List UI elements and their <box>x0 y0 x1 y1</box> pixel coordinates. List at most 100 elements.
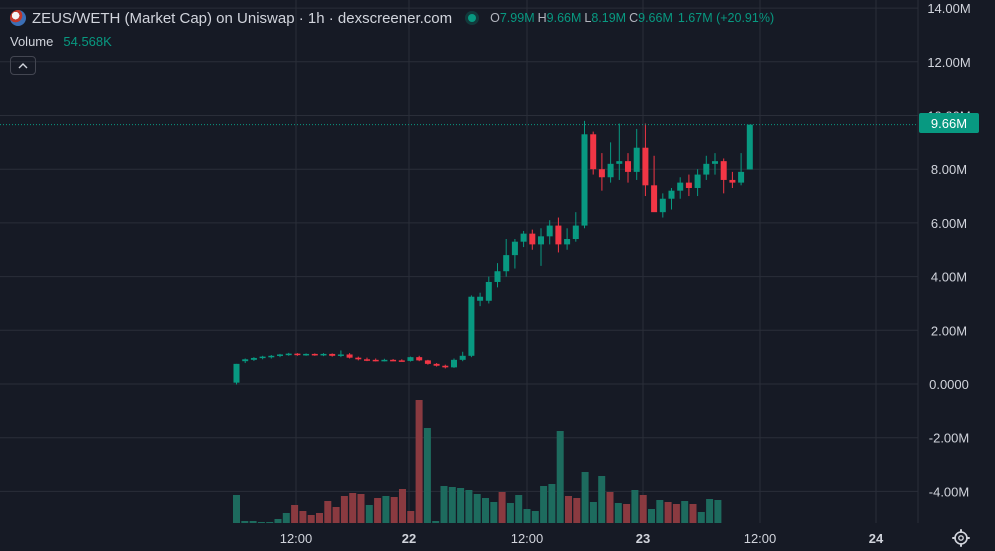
collapse-legend-button[interactable] <box>10 56 36 75</box>
candle-body <box>712 161 718 164</box>
candle-body <box>694 174 701 188</box>
candle-body <box>616 161 623 164</box>
price-tick-label: 0.0000 <box>929 377 969 392</box>
volume-bar <box>697 512 705 523</box>
volume-bar <box>540 486 548 523</box>
chart-title: ZEUS/WETH (Market Cap) on Uniswap · 1h ·… <box>32 9 453 27</box>
time-tick-label: 22 <box>402 531 416 546</box>
candle-body <box>485 281 492 301</box>
candle-body <box>433 363 440 366</box>
volume-bar <box>241 521 249 523</box>
price-tick-label: 12.00M <box>927 55 970 70</box>
volume-bar <box>274 519 282 523</box>
volume-bar <box>598 476 606 523</box>
close-value: 9.66M <box>638 11 673 25</box>
volume-bar <box>423 428 431 523</box>
volume-bar <box>440 486 448 523</box>
volume-bar <box>589 502 597 523</box>
candle-body <box>607 163 614 178</box>
volume-bar <box>257 522 265 523</box>
volume-bar <box>324 501 332 523</box>
candle-body <box>303 353 310 356</box>
candle-body <box>424 360 431 364</box>
candle-body <box>294 353 301 356</box>
candle-body <box>564 239 571 245</box>
candle-body <box>233 363 240 383</box>
volume-bar <box>515 495 523 523</box>
candle-body <box>477 296 484 301</box>
candle-body <box>651 185 658 213</box>
price-tick-label: 6.00M <box>931 216 967 231</box>
volume-bar <box>399 489 406 523</box>
ohlc-readout: O 7.99M H 9.66M L 8.19M C 9.66M 1.67M (+20.9… <box>490 11 774 25</box>
volume-bar <box>266 522 274 523</box>
volume-legend: Volume 54.568K <box>10 34 112 49</box>
volume-bar <box>664 502 672 523</box>
volume-bar <box>382 496 390 523</box>
candle-body <box>703 163 710 175</box>
price-tick-label: 4.00M <box>931 270 967 285</box>
volume-bar <box>282 513 290 523</box>
candle-body <box>538 236 544 245</box>
volume-bar <box>316 513 323 523</box>
volume-bar <box>623 504 631 523</box>
candle-body <box>381 359 388 362</box>
volume-bar <box>365 505 373 523</box>
volume-bar <box>490 502 498 523</box>
candle-body <box>250 357 257 360</box>
candle-body <box>511 241 518 256</box>
volume-bar <box>233 495 240 523</box>
volume-bar <box>299 511 307 523</box>
volume-bar <box>432 521 440 523</box>
candle-body <box>346 354 353 358</box>
candle-body <box>572 225 579 240</box>
settings-gear-icon[interactable] <box>952 529 970 547</box>
price-tick-label: 2.00M <box>931 323 967 338</box>
volume-bar <box>357 494 365 523</box>
close-label: C <box>629 11 639 25</box>
candle-body <box>442 365 449 368</box>
price-tick-label: 14.00M <box>927 1 970 16</box>
candle-body <box>598 169 605 178</box>
candle-body <box>685 182 692 188</box>
candle-body <box>555 225 562 245</box>
candle-body <box>398 360 405 362</box>
volume-bar <box>340 496 348 523</box>
chevron-up-icon <box>18 62 28 68</box>
candle-body <box>329 353 336 356</box>
volume-bar <box>556 431 564 523</box>
volume-bar <box>332 507 340 523</box>
volume-bar <box>374 498 382 523</box>
volume-bar <box>714 500 722 523</box>
candle-body <box>364 359 370 361</box>
volume-bar <box>548 484 556 523</box>
candle-body <box>720 161 727 180</box>
time-tick-label: 24 <box>869 531 884 546</box>
volume-bar <box>390 497 398 523</box>
time-axis[interactable]: 12:00 22 12:00 23 12:00 24 <box>280 531 884 546</box>
candle-body <box>738 171 745 183</box>
price-tick-label: -2.00M <box>929 431 969 446</box>
candle-body <box>372 359 379 362</box>
price-axis[interactable]: 14.00M12.00M10.00M8.00M6.00M4.00M2.00M0.… <box>927 1 970 499</box>
candle-body <box>503 255 510 272</box>
volume-bar <box>473 494 481 523</box>
high-value: 9.66M <box>546 11 582 25</box>
volume-bar <box>672 504 680 523</box>
volume-bar <box>291 505 299 523</box>
volume-bar <box>606 492 614 523</box>
volume-bar <box>506 503 514 523</box>
high-label: H <box>537 11 547 25</box>
candle-body <box>407 357 414 361</box>
candle-body <box>520 233 527 242</box>
market-status-dot-icon <box>468 14 477 22</box>
candle-body <box>320 353 327 356</box>
time-tick-label: 12:00 <box>280 531 313 546</box>
open-value: 7.99M <box>499 11 535 25</box>
candle-body <box>642 147 649 186</box>
volume-bar <box>465 490 473 523</box>
volume-bar <box>639 495 647 523</box>
candle-body <box>546 225 553 237</box>
